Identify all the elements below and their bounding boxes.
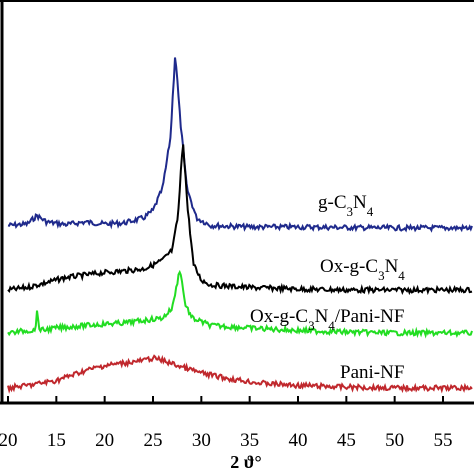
series-label-part: 4 [367, 204, 374, 219]
x-tick-label: 25 [144, 430, 163, 451]
axes [0, 0, 474, 405]
series-label-part: 3 [378, 268, 385, 283]
series-label-part: N [353, 192, 367, 213]
series-label-part: 4 [398, 268, 405, 283]
x-axis-title: 2 ϑ° [230, 452, 261, 472]
x-tick-label: 20 [95, 430, 114, 451]
x-tick-label: 40 [289, 430, 308, 451]
series-label-part: Ox-g-C [250, 306, 308, 327]
series-label-3: Pani-NF [340, 362, 404, 383]
x-tick-label: 20 [0, 430, 18, 451]
x-tick-label: 45 [337, 430, 356, 451]
series-line-1 [7, 144, 473, 296]
x-tick-label: 50 [385, 430, 404, 451]
series-label-0: g-C3N4 [318, 192, 374, 219]
x-ticks: 20 15 20 25 30 35 40 45 50 55 [0, 396, 453, 451]
series-label-part: N [385, 256, 399, 277]
series-label-part: g-C [318, 192, 347, 213]
series-label-part: /Pani-NF [335, 306, 405, 327]
series-label-part: N [315, 306, 329, 327]
series-label-part: Ox-g-C [320, 256, 378, 277]
series-line-2 [7, 269, 473, 339]
x-tick-label: 55 [434, 430, 453, 451]
x-tick-label: 15 [47, 430, 66, 451]
series-label-part: 3 [308, 318, 315, 333]
series-line-3 [7, 354, 473, 394]
series-label-part: Pani-NF [340, 362, 404, 383]
series-lines [7, 57, 473, 394]
series-line-0 [7, 57, 473, 233]
series-label-2: Ox-g-C3N4/Pani-NF [250, 306, 404, 333]
series-label-part: 4 [328, 318, 335, 333]
series-label-part: 3 [347, 204, 354, 219]
x-tick-label: 35 [240, 430, 259, 451]
series-label-1: Ox-g-C3N4 [320, 256, 405, 283]
x-tick-label: 30 [192, 430, 211, 451]
